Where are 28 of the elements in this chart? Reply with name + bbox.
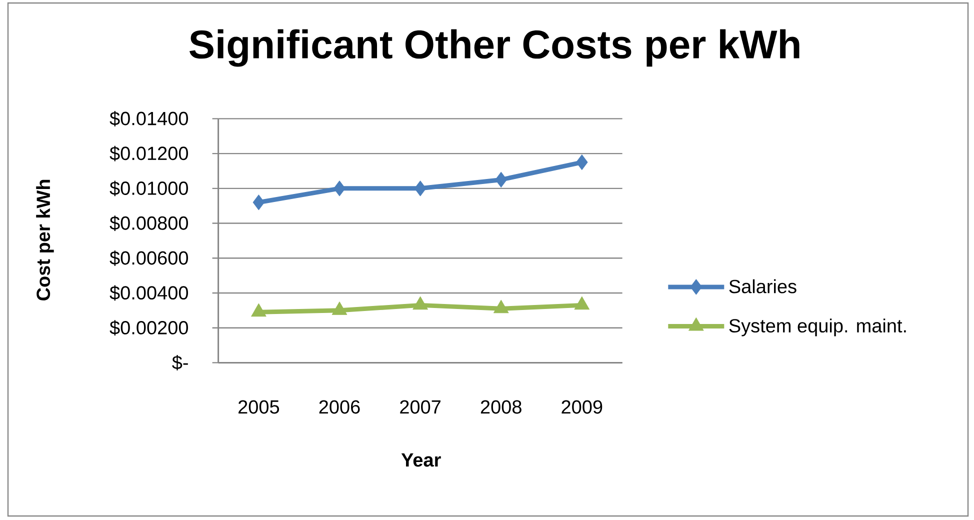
y-axis-title: Cost per kWh [36, 180, 54, 300]
y-tick-label: $0.00800 [110, 216, 188, 231]
y-tick-label: $0.00200 [110, 320, 188, 336]
point [495, 172, 507, 188]
point [251, 303, 266, 317]
y-tick-label: $0.01000 [110, 180, 188, 196]
point [412, 296, 428, 310]
point [414, 180, 426, 196]
point [576, 154, 588, 170]
x-tick-label: 2008 [480, 400, 522, 414]
x-tick-label: 2009 [562, 400, 602, 414]
y-tick-label: $0.01200 [110, 146, 188, 162]
legend-label: System equip. maint. [729, 318, 906, 336]
legend-label: Salaries [729, 279, 796, 294]
y-tick-label: $0.00600 [110, 250, 188, 266]
y-tick-label: $0.01400 [110, 111, 188, 126]
x-tick-label: 2006 [319, 400, 360, 414]
x-tick-label: 2007 [400, 400, 440, 414]
x-axis-title: Year [401, 453, 441, 467]
point [574, 296, 590, 310]
point [493, 300, 509, 314]
y-tick-label: $- [172, 355, 188, 370]
point [334, 180, 346, 196]
x-tick-label: 2005 [238, 400, 280, 414]
point [252, 194, 265, 210]
point [332, 302, 348, 315]
chart-title: Significant Other Costs per kWh [189, 29, 800, 67]
y-tick-label: $0.00400 [110, 285, 188, 301]
